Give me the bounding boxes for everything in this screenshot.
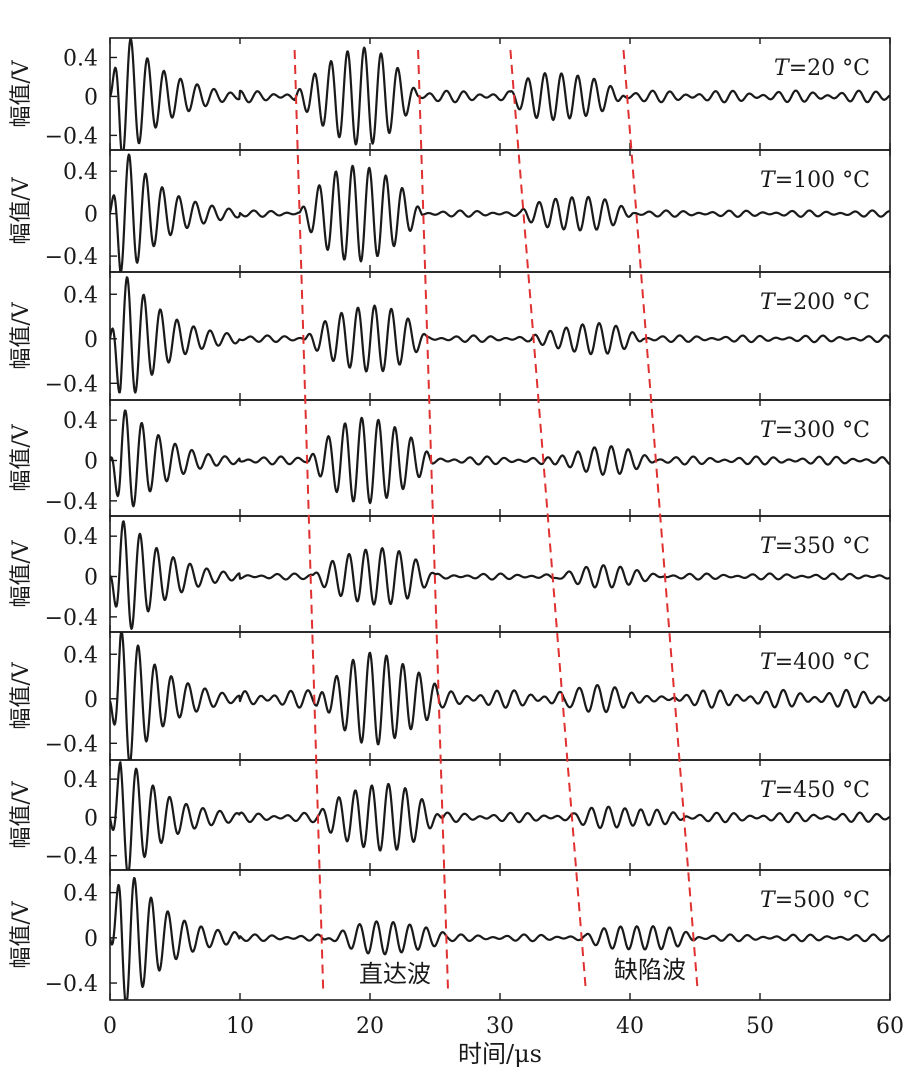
panel-350: 0.4 0 −0.4 幅值/V T=350 °C [9, 515, 891, 633]
signal-500 [110, 877, 890, 1000]
y-tick-label: −0.4 [45, 372, 98, 397]
y-tick-label: 0 [84, 927, 98, 952]
y-tick-label: 0 [84, 806, 98, 831]
y-tick-label: −0.4 [45, 245, 98, 270]
x-tick-label: 60 [876, 1014, 904, 1039]
y-axis-label: 幅值/V [9, 780, 34, 848]
x-tick-label: 50 [746, 1014, 774, 1039]
temperature-label: T=20 °C [774, 56, 870, 81]
signal-450 [110, 761, 890, 870]
y-tick-label: −0.4 [45, 606, 98, 631]
y-axis-label: 幅值/V [9, 661, 34, 729]
y-tick-label: 0 [84, 203, 98, 228]
y-tick-label: 0.4 [63, 768, 98, 793]
x-tick-label: 0 [103, 1014, 117, 1039]
panel-frame [109, 759, 891, 871]
panel-300: 0.4 0 −0.4 幅值/V T=300 °C [9, 399, 891, 517]
panel-200: 0.4 0 −0.4 幅值/V T=200 °C [9, 271, 891, 401]
panel-400: 0.4 0 −0.4 幅值/V T=400 °C [9, 631, 891, 761]
y-tick-label: −0.4 [45, 845, 98, 870]
x-axis-label: 时间/μs [458, 1040, 542, 1068]
y-tick-label: 0.4 [63, 525, 98, 550]
panels: 0.40−0.4幅值/V T=20 °C0.40−0.4幅值/V T=100 °C0… [9, 37, 891, 1001]
y-tick-label: 0.4 [63, 643, 98, 668]
signal-200 [110, 276, 890, 394]
x-tick-label: 10 [226, 1014, 254, 1039]
y-axis-label: 幅值/V [9, 423, 34, 491]
y-tick-label: 0 [84, 566, 98, 591]
y-tick-label: 0.4 [63, 283, 98, 308]
x-tick-label: 20 [356, 1014, 384, 1039]
direct-wave-label: 直达波 [359, 960, 431, 988]
panel-450: 0.4 0 −0.4 幅值/V T=450 °C [9, 759, 891, 871]
y-axis-label: 幅值/V [9, 176, 34, 244]
direct-wave-start-line [293, 49, 325, 991]
direct-wave-end-line [417, 49, 449, 991]
temperature-label: T=300 °C [760, 418, 870, 443]
y-tick-label: −0.4 [45, 972, 98, 997]
temperature-label: T=200 °C [760, 290, 870, 315]
panel-100: 0.4 0 −0.4 幅值/V T=100 °C [9, 149, 891, 273]
signal-350 [110, 520, 890, 630]
defect-wave-end-line [622, 49, 699, 991]
temperature-label: T=100 °C [760, 168, 870, 193]
signal-20 [110, 38, 890, 150]
x-tick-label: 40 [616, 1014, 644, 1039]
temperature-label: T=500 °C [760, 888, 870, 913]
panel-20: 0.4 0 −0.4 幅值/V T=20 °C [9, 37, 891, 151]
y-axis-label: 幅值/V [9, 539, 34, 607]
wave-guide-lines [293, 49, 699, 991]
y-tick-label: 0 [84, 450, 98, 475]
y-tick-label: 0 [84, 328, 98, 353]
x-axis: 0 10 20 30 40 50 60 [103, 1014, 904, 1039]
y-axis-label: 幅值/V [9, 900, 34, 968]
signal-300 [110, 409, 890, 508]
y-tick-label: 0.4 [63, 409, 98, 434]
defect-wave-start-line [509, 49, 587, 991]
panel-500: 0.4 0 −0.4 幅值/V T=500 °C [9, 869, 891, 1001]
signal-100 [110, 153, 890, 272]
y-tick-label: 0 [84, 85, 98, 110]
y-tick-label: 0.4 [63, 882, 98, 907]
temperature-label: T=450 °C [760, 778, 870, 803]
signal-400 [110, 632, 890, 760]
temperature-label: T=400 °C [760, 650, 870, 675]
defect-wave-label: 缺陷波 [614, 956, 686, 984]
y-tick-label: 0 [84, 688, 98, 713]
y-tick-label: 0.4 [63, 160, 98, 185]
y-tick-label: −0.4 [45, 490, 98, 515]
temperature-label: T=350 °C [760, 534, 870, 559]
y-axis-label: 幅值/V [9, 59, 34, 127]
y-tick-label: −0.4 [45, 732, 98, 757]
y-axis-label: 幅值/V [9, 301, 34, 369]
y-tick-label: 0.4 [63, 46, 98, 71]
y-tick-label: −0.4 [45, 124, 98, 149]
x-tick-label: 30 [486, 1014, 514, 1039]
